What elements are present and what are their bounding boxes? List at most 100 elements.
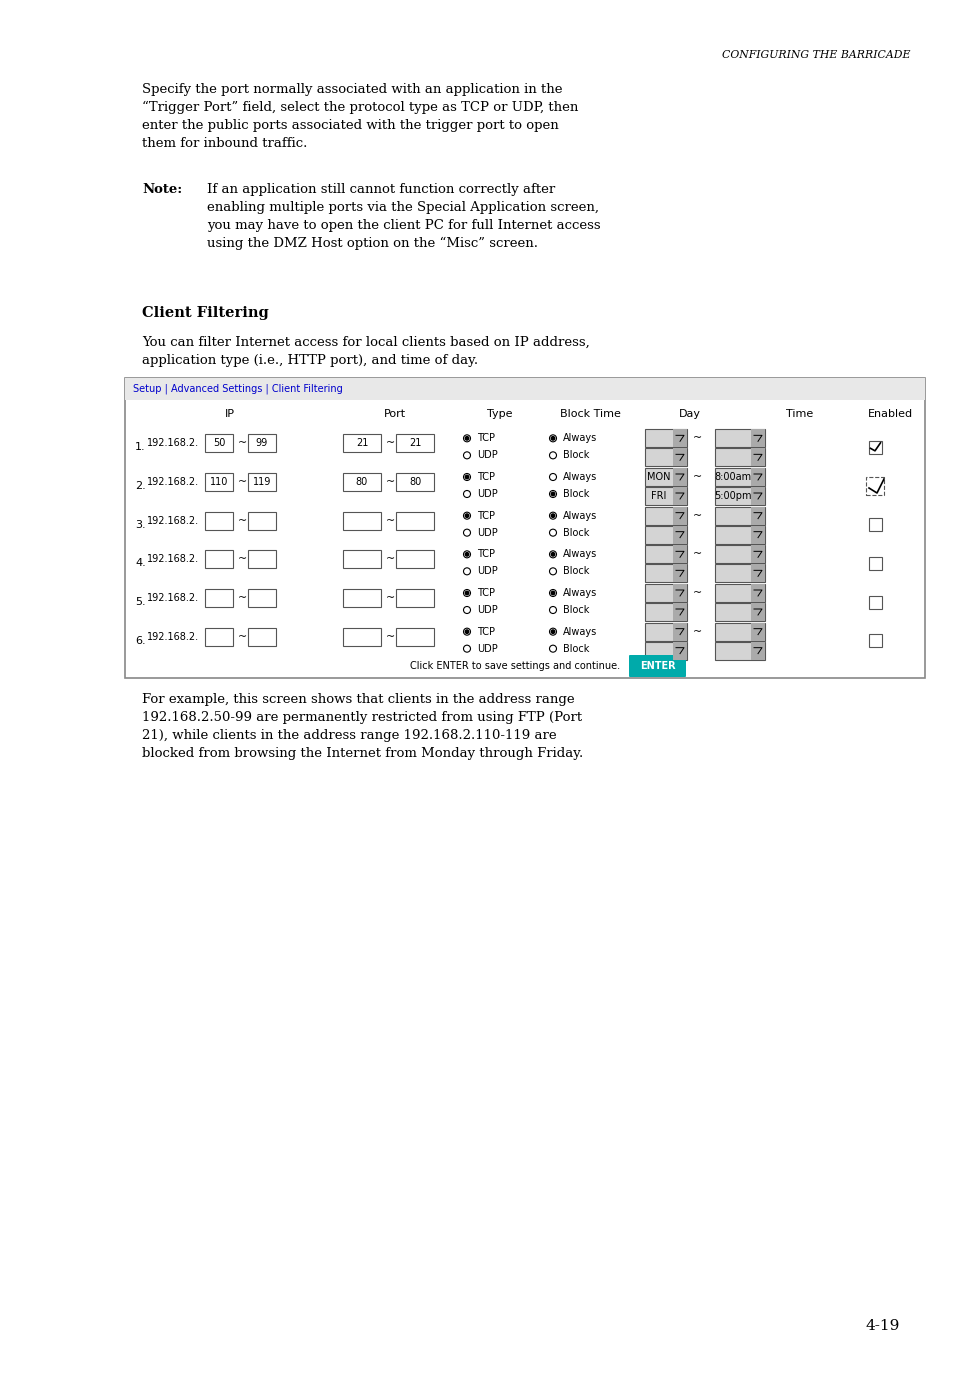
Bar — [248, 434, 275, 452]
Text: 192.168.2.: 192.168.2. — [147, 477, 199, 487]
Text: Port: Port — [383, 409, 406, 419]
Bar — [714, 565, 764, 583]
Text: Always: Always — [562, 472, 597, 482]
Text: ~: ~ — [237, 593, 247, 602]
Text: For example, this screen shows that clients in the address range
192.168.2.50-99: For example, this screen shows that clie… — [142, 693, 582, 761]
Text: Block: Block — [562, 605, 589, 615]
Bar — [750, 429, 764, 447]
Bar — [714, 468, 764, 486]
Text: ~: ~ — [237, 516, 247, 526]
Circle shape — [551, 552, 554, 557]
Text: 99: 99 — [255, 439, 268, 448]
Text: ~: ~ — [692, 511, 701, 520]
Text: 80: 80 — [355, 477, 368, 487]
Text: ENTER: ENTER — [639, 661, 675, 670]
Text: 119: 119 — [253, 477, 271, 487]
Bar — [205, 627, 233, 645]
Text: Always: Always — [562, 626, 597, 637]
Text: Client Filtering: Client Filtering — [142, 305, 269, 321]
Circle shape — [465, 514, 468, 518]
Bar — [644, 468, 686, 486]
Bar — [205, 473, 233, 491]
Text: TCP: TCP — [476, 472, 495, 482]
Text: ~: ~ — [237, 632, 247, 641]
Bar — [672, 584, 686, 602]
Bar — [672, 602, 686, 620]
Text: 4.: 4. — [135, 558, 146, 568]
Text: UDP: UDP — [476, 527, 497, 537]
Text: You can filter Internet access for local clients based on IP address,
applicatio: You can filter Internet access for local… — [142, 336, 589, 366]
Text: 5.: 5. — [135, 597, 146, 607]
Text: FRI: FRI — [651, 491, 666, 501]
Circle shape — [551, 493, 554, 496]
Bar — [644, 584, 686, 602]
Bar — [205, 434, 233, 452]
Bar — [343, 550, 380, 568]
Bar — [248, 473, 275, 491]
Bar — [644, 429, 686, 447]
Text: ~: ~ — [237, 477, 247, 487]
Bar — [672, 429, 686, 447]
FancyBboxPatch shape — [628, 655, 685, 677]
Text: ~: ~ — [692, 589, 701, 598]
Bar — [395, 473, 434, 491]
Circle shape — [551, 437, 554, 440]
Bar — [714, 448, 764, 466]
Text: TCP: TCP — [476, 433, 495, 443]
Text: TCP: TCP — [476, 589, 495, 598]
Bar — [248, 627, 275, 645]
Bar — [714, 526, 764, 544]
Bar — [644, 448, 686, 466]
Bar — [867, 441, 881, 454]
Text: 110: 110 — [210, 477, 228, 487]
Bar — [672, 448, 686, 466]
Text: ~: ~ — [692, 433, 701, 443]
Bar — [343, 589, 380, 607]
Bar — [644, 641, 686, 659]
Bar — [644, 487, 686, 505]
Text: 192.168.2.: 192.168.2. — [147, 632, 199, 641]
Bar — [714, 602, 764, 620]
Bar — [205, 512, 233, 530]
Bar — [714, 623, 764, 641]
Text: TCP: TCP — [476, 626, 495, 637]
Bar — [672, 526, 686, 544]
Bar — [395, 434, 434, 452]
Bar — [865, 477, 883, 496]
Bar — [672, 565, 686, 583]
Bar — [205, 589, 233, 607]
Bar — [672, 487, 686, 505]
Text: 6.: 6. — [135, 636, 146, 645]
Text: Block: Block — [562, 489, 589, 500]
Text: Always: Always — [562, 550, 597, 559]
Text: ~: ~ — [386, 554, 395, 565]
Text: Block: Block — [562, 644, 589, 654]
Text: Always: Always — [562, 433, 597, 443]
Circle shape — [551, 630, 554, 633]
Bar — [644, 623, 686, 641]
Bar — [750, 565, 764, 583]
Text: Specify the port normally associated with an application in the
“Trigger Port” f: Specify the port normally associated wit… — [142, 83, 578, 150]
Text: ~: ~ — [692, 550, 701, 559]
Bar — [343, 434, 380, 452]
Bar — [343, 473, 380, 491]
Bar — [672, 507, 686, 525]
Bar — [125, 378, 924, 677]
Bar — [672, 641, 686, 659]
Bar — [750, 487, 764, 505]
Text: 21: 21 — [355, 439, 368, 448]
Text: Note:: Note: — [142, 183, 182, 196]
Text: Enabled: Enabled — [866, 409, 912, 419]
Bar — [644, 545, 686, 564]
Bar — [867, 557, 881, 570]
Bar — [672, 545, 686, 564]
Bar — [672, 468, 686, 486]
Text: Block: Block — [562, 527, 589, 537]
Text: 50: 50 — [213, 439, 225, 448]
Bar — [644, 507, 686, 525]
Bar — [395, 512, 434, 530]
Circle shape — [551, 514, 554, 518]
Circle shape — [465, 591, 468, 594]
Bar — [395, 627, 434, 645]
Bar — [714, 584, 764, 602]
